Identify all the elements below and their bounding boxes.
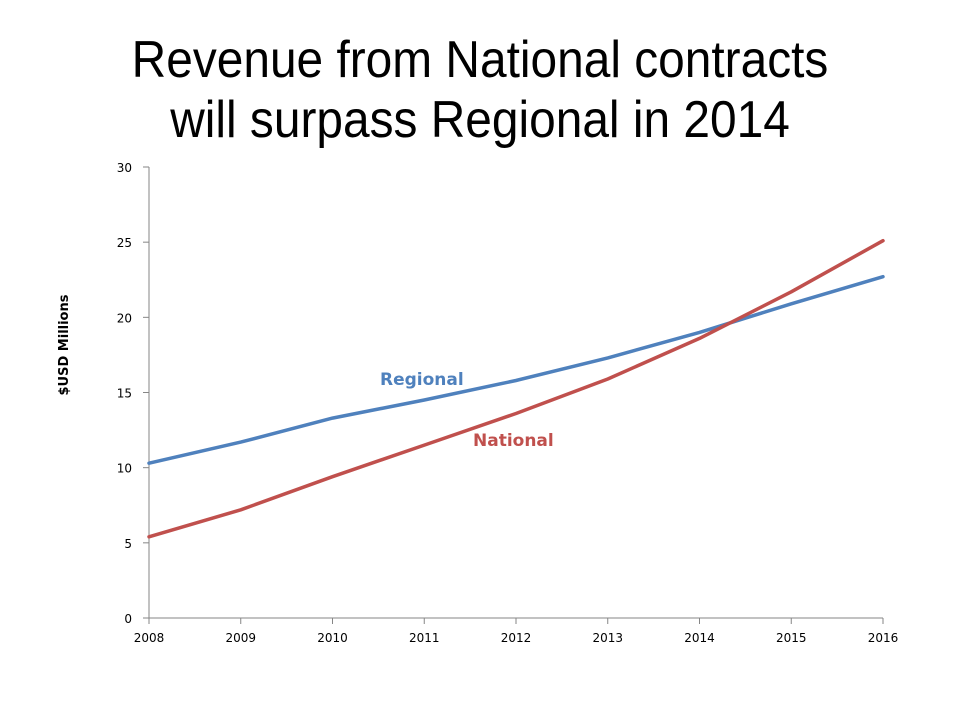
y-tick-label: 20 [117,311,132,325]
y-tick-label: 10 [117,462,132,476]
y-tick-label: 5 [124,537,132,551]
chart-title-line-1: Revenue from National contracts [131,31,829,89]
y-tick-label: 30 [117,161,132,175]
series-lines [147,238,885,539]
chart-title-line-2: will surpass Regional in 2014 [170,91,790,149]
y-axis-label: $USD Millions [57,294,72,395]
x-tick-label: 2008 [134,631,165,645]
chart-title: Revenue from National contracts will sur… [38,30,921,150]
x-tick-label: 2013 [592,631,623,645]
y-tick-label: 0 [124,612,132,626]
x-tick-label: 2015 [776,631,807,645]
tick-labels: 0 5 10 15 20 25 30 2008 2009 2010 2011 2012 2013 2014… [117,161,899,645]
x-tick-label: 2010 [317,631,348,645]
series-line-national [147,238,885,539]
axes [143,166,884,624]
series-label-regional: Regional [380,370,464,390]
y-tick-label: 25 [117,236,132,250]
series-line-regional [147,274,885,465]
x-tick-label: 2009 [225,631,256,645]
y-tick-label: 15 [117,387,132,401]
x-tick-label: 2014 [684,631,715,645]
x-tick-label: 2011 [409,631,440,645]
series-label-national: National [473,431,554,451]
x-tick-label: 2016 [868,631,899,645]
x-tick-label: 2012 [501,631,532,645]
